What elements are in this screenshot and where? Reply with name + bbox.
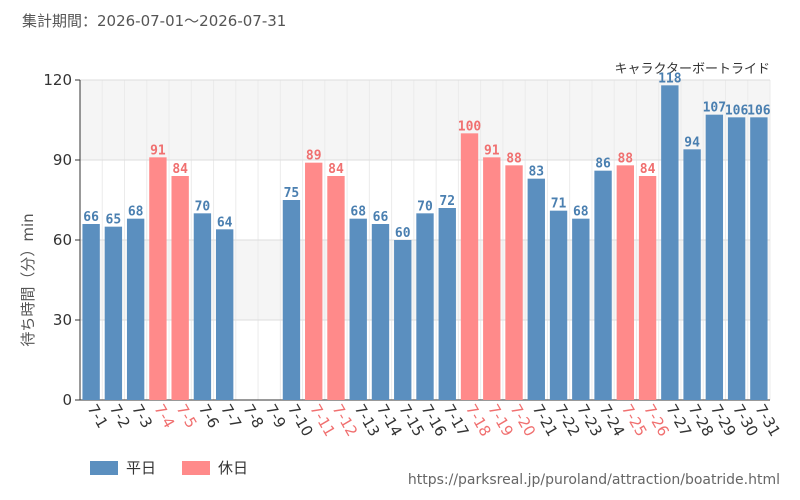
legend-swatch-holiday [182, 460, 211, 475]
data-label-7-7: 64 [217, 215, 233, 230]
data-label-7-5: 84 [172, 162, 188, 177]
bar-7-20[interactable] [505, 165, 523, 400]
data-label-7-16: 70 [417, 199, 433, 214]
bar-7-1[interactable] [82, 224, 100, 400]
x-tick-label-7-4: 7-4 [150, 401, 178, 431]
bar-7-24[interactable] [594, 170, 612, 400]
data-label-7-25: 88 [617, 151, 633, 166]
x-tick-label-7-8: 7-8 [239, 401, 267, 431]
bar-7-6[interactable] [193, 213, 212, 400]
y-tick-label: 0 [62, 391, 72, 409]
bar-7-21[interactable] [527, 178, 545, 400]
data-label-7-10: 75 [284, 186, 300, 201]
bar-7-22[interactable] [549, 210, 568, 400]
bar-7-16[interactable] [416, 213, 434, 400]
bar-7-13[interactable] [349, 218, 367, 400]
x-tick-label-7-6: 7-6 [195, 401, 223, 431]
bar-7-4[interactable] [149, 157, 167, 400]
data-label-7-2: 65 [106, 213, 122, 228]
data-label-7-15: 60 [395, 226, 411, 241]
legend-item-holiday[interactable]: 休日 [182, 457, 248, 478]
data-label-7-28: 94 [684, 135, 700, 150]
source-url[interactable]: https://parksreal.jp/puroland/attraction… [407, 472, 780, 488]
data-label-7-11: 89 [306, 149, 322, 164]
plot-band-upper [80, 80, 770, 160]
legend-label-holiday: 休日 [218, 459, 249, 477]
bar-7-29[interactable] [705, 114, 724, 401]
data-label-7-23: 68 [573, 205, 589, 220]
x-tick-label-7-3: 7-3 [128, 401, 156, 431]
data-label-7-12: 84 [328, 162, 344, 177]
data-label-7-30: 106 [725, 103, 749, 118]
data-label-7-29: 107 [703, 101, 726, 116]
bar-7-25[interactable] [616, 165, 635, 400]
data-label-7-3: 68 [128, 205, 144, 220]
y-tick-label: 90 [53, 151, 72, 169]
data-label-7-24: 86 [595, 157, 611, 172]
data-label-7-22: 71 [551, 197, 567, 212]
y-tick-label: 30 [53, 311, 72, 329]
legend: 平日 休日 [90, 457, 248, 478]
data-label-7-6: 70 [195, 199, 211, 214]
bar-7-28[interactable] [683, 149, 701, 400]
data-label-7-1: 66 [83, 210, 99, 225]
legend-swatch-weekday [90, 460, 118, 475]
data-label-7-19: 91 [484, 143, 500, 158]
bar-7-7[interactable] [215, 229, 234, 400]
x-tick-label-7-9: 7-9 [262, 401, 290, 431]
bar-7-5[interactable] [171, 176, 189, 400]
x-tick-label-7-5: 7-5 [173, 401, 201, 431]
legend-label-weekday: 平日 [126, 459, 157, 477]
data-label-7-13: 68 [350, 205, 366, 220]
bar-7-3[interactable] [126, 218, 145, 400]
y-tick-label: 120 [43, 71, 72, 89]
bar-7-18[interactable] [460, 133, 479, 401]
data-label-7-31: 106 [747, 103, 771, 118]
x-tick-label-7-1: 7-1 [84, 401, 112, 431]
bar-7-2[interactable] [104, 226, 123, 400]
x-tick-label-7-2: 7-2 [106, 401, 134, 431]
data-label-7-21: 83 [528, 165, 544, 180]
bar-7-19[interactable] [483, 157, 501, 400]
data-label-7-26: 84 [640, 162, 656, 177]
bar-7-15[interactable] [394, 240, 412, 400]
data-label-7-4: 91 [150, 143, 166, 158]
y-axis-label: 待ち時間（分）min [19, 213, 37, 346]
x-tick-label-7-7: 7-7 [217, 401, 245, 431]
bar-7-27[interactable] [661, 85, 679, 400]
bar-7-30[interactable] [727, 117, 746, 400]
data-label-7-14: 66 [373, 210, 389, 225]
data-label-7-17: 72 [439, 194, 455, 209]
bar-7-23[interactable] [572, 218, 590, 400]
bar-7-26[interactable] [638, 176, 657, 400]
chart-title: キャラクターボートライド [615, 62, 770, 77]
data-label-7-18: 100 [458, 119, 482, 134]
bar-7-14[interactable] [371, 224, 390, 400]
bar-7-17[interactable] [438, 208, 456, 400]
bar-7-12[interactable] [327, 176, 345, 400]
bar-7-11[interactable] [305, 162, 323, 400]
bar-7-31[interactable] [750, 117, 768, 400]
legend-item-weekday[interactable]: 平日 [90, 457, 156, 478]
period-text: 集計期間：2026-07-01〜2026-07-31 [22, 12, 287, 30]
y-tick-label: 60 [53, 231, 72, 249]
data-label-7-27: 118 [658, 71, 682, 86]
bar-7-10[interactable] [282, 200, 301, 400]
data-label-7-20: 88 [506, 151, 522, 166]
